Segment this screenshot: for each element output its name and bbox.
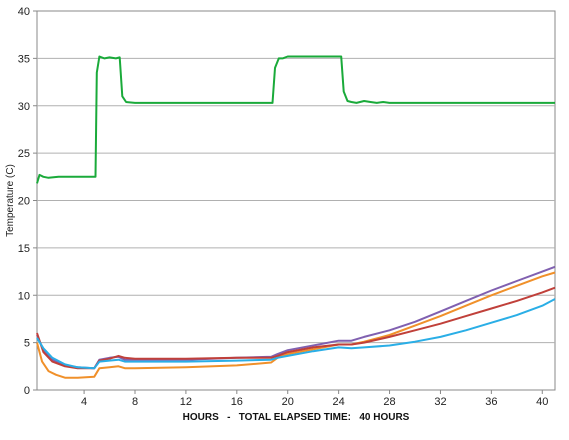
y-tick-label: 40: [18, 6, 30, 18]
series-line-1: [36, 55, 555, 184]
series-line-5: [36, 298, 556, 370]
y-tick-label: 0: [24, 385, 30, 397]
y-tick-label: 35: [18, 53, 30, 65]
x-tick-label: 4: [81, 396, 87, 408]
x-tick-label: 8: [132, 396, 138, 408]
y-tick-label: 10: [18, 290, 30, 302]
y-tick-label: 5: [24, 338, 30, 350]
x-axis-ticks: 4 8 12 16 20 24 28 32 36 40: [81, 390, 548, 408]
y-tick-label: 15: [18, 243, 30, 255]
y-tick-label: 30: [18, 101, 30, 113]
x-tick-label: 20: [282, 396, 294, 408]
y-axis-title: Temperature (C): [5, 164, 16, 237]
y-tick-label: 25: [18, 148, 30, 160]
x-tick-label: 12: [180, 396, 192, 408]
series-line-3: [36, 271, 556, 379]
x-tick-label: 32: [434, 396, 446, 408]
gridlines: [37, 57, 555, 344]
y-axis-ticks: 0 5 10 15 20 25 30 35 40: [18, 6, 37, 397]
series-lines: [36, 55, 556, 379]
x-tick-label: 28: [383, 396, 395, 408]
x-tick-label: 16: [231, 396, 243, 408]
x-tick-label: 40: [536, 396, 548, 408]
x-tick-label: 24: [333, 396, 345, 408]
x-axis-title: HOURS - TOTAL ELAPSED TIME: 40 HOURS: [183, 412, 410, 423]
x-tick-label: 36: [485, 396, 497, 408]
y-tick-label: 20: [18, 196, 30, 208]
